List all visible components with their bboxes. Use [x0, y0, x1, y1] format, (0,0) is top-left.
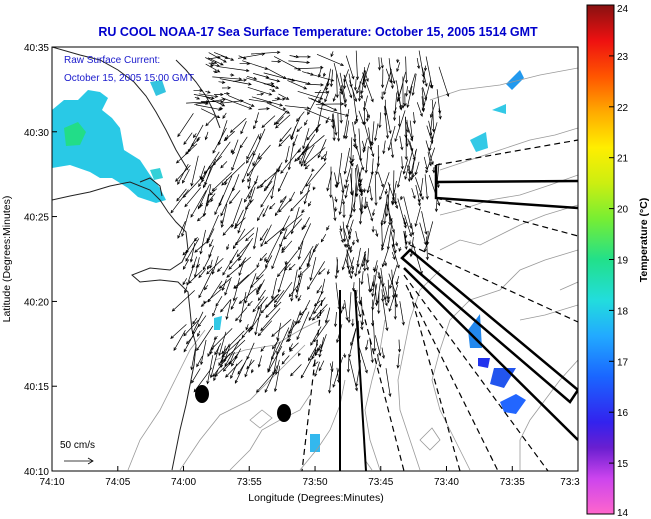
- station-dot: [277, 404, 291, 422]
- colorbar-tick-label: 23: [617, 52, 629, 63]
- x-tick-label: 73:55: [237, 477, 262, 488]
- x-tick-label: 73:50: [303, 477, 328, 488]
- colorbar-tick-label: 21: [617, 154, 629, 165]
- colorbar-tick-label: 15: [617, 459, 629, 470]
- sst-patch-s: [310, 434, 320, 452]
- colorbar-tick-label: 18: [617, 306, 629, 317]
- y-tick-label: 40:20: [24, 297, 49, 308]
- colorbar-tick-label: 17: [617, 357, 629, 368]
- x-tick-label: 73:3: [560, 477, 580, 488]
- colorbar-tick-label: 16: [617, 408, 629, 419]
- y-tick-label: 40:35: [24, 43, 49, 54]
- plot-area: [52, 47, 578, 471]
- x-tick-label: 74:00: [171, 477, 196, 488]
- colorbar-tick-label: 20: [617, 205, 629, 216]
- x-tick-label: 74:05: [105, 477, 130, 488]
- sst-map-figure: RU COOL NOAA-17 Sea Surface Temperature:…: [0, 0, 651, 519]
- colorbar-tick-label: 14: [617, 508, 629, 519]
- x-tick-label: 73:35: [500, 477, 525, 488]
- annotation-line-2: October 15, 2005 15:00 GMT: [64, 73, 194, 84]
- station-dot: [195, 385, 209, 403]
- y-tick-label: 40:10: [24, 467, 49, 478]
- y-tick-label: 40:30: [24, 128, 49, 139]
- colorbar-tick-label: 24: [617, 4, 629, 15]
- colorbar-label: Temperature (°C): [638, 198, 650, 283]
- scale-label: 50 cm/s: [60, 440, 95, 451]
- colorbar-tick-label: 22: [617, 103, 629, 114]
- chart-title: RU COOL NOAA-17 Sea Surface Temperature:…: [98, 25, 538, 39]
- x-axis-label: Longitude (Degrees:Minutes): [248, 492, 383, 504]
- y-axis-label: Latitude (Degrees:Minutes): [1, 196, 13, 323]
- x-tick-label: 73:45: [368, 477, 393, 488]
- y-tick-label: 40:15: [24, 382, 49, 393]
- y-tick-label: 40:25: [24, 213, 49, 224]
- x-tick-label: 73:40: [434, 477, 459, 488]
- x-tick-label: 74:10: [39, 477, 64, 488]
- colorbar: 24 23 22 21 20 19 18 17 16 15 14 Temperature (°C): [587, 4, 650, 519]
- colorbar-tick-label: 19: [617, 256, 629, 267]
- annotation-line-1: Raw Surface Current:: [64, 55, 160, 66]
